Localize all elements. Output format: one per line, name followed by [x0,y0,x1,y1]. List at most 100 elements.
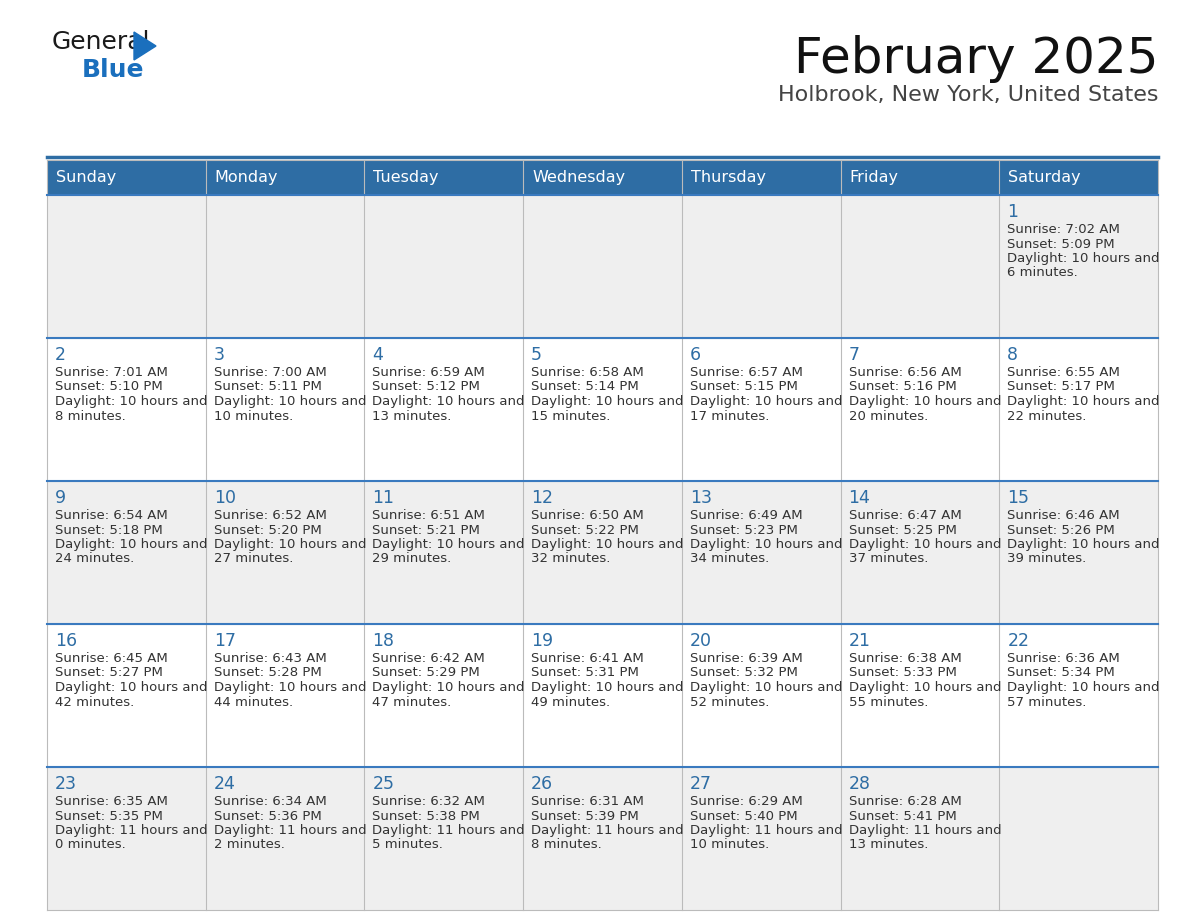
Text: 26: 26 [531,775,554,793]
Text: 18: 18 [372,632,394,650]
Text: Sunrise: 7:01 AM: Sunrise: 7:01 AM [55,366,168,379]
Text: Sunrise: 6:52 AM: Sunrise: 6:52 AM [214,509,327,522]
Text: Daylight: 10 hours and: Daylight: 10 hours and [372,538,525,551]
Text: 29 minutes.: 29 minutes. [372,553,451,565]
Text: Daylight: 11 hours and: Daylight: 11 hours and [690,824,842,837]
Text: 22: 22 [1007,632,1029,650]
Text: Sunrise: 6:46 AM: Sunrise: 6:46 AM [1007,509,1120,522]
Text: 9: 9 [55,489,67,507]
Text: 39 minutes.: 39 minutes. [1007,553,1087,565]
FancyBboxPatch shape [841,624,999,767]
Text: Daylight: 10 hours and: Daylight: 10 hours and [214,681,366,694]
Text: Daylight: 10 hours and: Daylight: 10 hours and [214,395,366,408]
Text: Sunrise: 6:55 AM: Sunrise: 6:55 AM [1007,366,1120,379]
Text: 11: 11 [372,489,394,507]
Text: Wednesday: Wednesday [532,170,625,185]
Text: Daylight: 10 hours and: Daylight: 10 hours and [848,538,1001,551]
Text: Sunset: 5:22 PM: Sunset: 5:22 PM [531,523,639,536]
Text: 20: 20 [690,632,712,650]
Text: 28: 28 [848,775,871,793]
Text: Sunrise: 6:51 AM: Sunrise: 6:51 AM [372,509,486,522]
Text: 37 minutes.: 37 minutes. [848,553,928,565]
Text: 44 minutes.: 44 minutes. [214,696,292,709]
Text: 6 minutes.: 6 minutes. [1007,266,1078,279]
Text: Thursday: Thursday [691,170,766,185]
Text: Sunrise: 6:49 AM: Sunrise: 6:49 AM [690,509,802,522]
Text: 49 minutes.: 49 minutes. [531,696,611,709]
Text: 19: 19 [531,632,554,650]
Text: Daylight: 10 hours and: Daylight: 10 hours and [690,395,842,408]
Text: Sunset: 5:40 PM: Sunset: 5:40 PM [690,810,797,823]
FancyBboxPatch shape [523,195,682,338]
Text: 5 minutes.: 5 minutes. [372,838,443,852]
Text: Sunset: 5:21 PM: Sunset: 5:21 PM [372,523,480,536]
Text: Daylight: 10 hours and: Daylight: 10 hours and [848,395,1001,408]
FancyBboxPatch shape [999,195,1158,338]
FancyBboxPatch shape [682,624,841,767]
Text: Sunrise: 6:41 AM: Sunrise: 6:41 AM [531,652,644,665]
Text: Sunset: 5:38 PM: Sunset: 5:38 PM [372,810,480,823]
Text: Daylight: 10 hours and: Daylight: 10 hours and [1007,681,1159,694]
Text: 16: 16 [55,632,77,650]
Text: Blue: Blue [82,58,145,82]
Text: 27 minutes.: 27 minutes. [214,553,293,565]
Text: 17: 17 [214,632,235,650]
FancyBboxPatch shape [682,338,841,481]
Text: 52 minutes.: 52 minutes. [690,696,770,709]
Text: 8 minutes.: 8 minutes. [531,838,602,852]
Text: Sunrise: 6:50 AM: Sunrise: 6:50 AM [531,509,644,522]
Text: 13 minutes.: 13 minutes. [372,409,451,422]
Text: Sunday: Sunday [56,170,116,185]
Text: Daylight: 10 hours and: Daylight: 10 hours and [531,395,683,408]
Text: 42 minutes.: 42 minutes. [55,696,134,709]
Text: Sunrise: 6:31 AM: Sunrise: 6:31 AM [531,795,644,808]
FancyBboxPatch shape [682,195,841,338]
Text: Monday: Monday [215,170,278,185]
Text: Sunset: 5:32 PM: Sunset: 5:32 PM [690,666,797,679]
Text: Sunset: 5:09 PM: Sunset: 5:09 PM [1007,238,1114,251]
FancyBboxPatch shape [999,624,1158,767]
Text: 4: 4 [372,346,384,364]
FancyBboxPatch shape [682,481,841,624]
Text: 2 minutes.: 2 minutes. [214,838,285,852]
Text: Sunset: 5:33 PM: Sunset: 5:33 PM [848,666,956,679]
Text: Tuesday: Tuesday [373,170,438,185]
Text: Daylight: 10 hours and: Daylight: 10 hours and [214,538,366,551]
Text: Sunrise: 6:43 AM: Sunrise: 6:43 AM [214,652,327,665]
FancyBboxPatch shape [365,767,523,910]
FancyBboxPatch shape [365,481,523,624]
Text: Daylight: 10 hours and: Daylight: 10 hours and [690,681,842,694]
FancyBboxPatch shape [523,624,682,767]
Text: 3: 3 [214,346,225,364]
Text: 34 minutes.: 34 minutes. [690,553,769,565]
Text: 6: 6 [690,346,701,364]
Text: February 2025: February 2025 [794,35,1158,83]
Text: Sunrise: 6:47 AM: Sunrise: 6:47 AM [848,509,961,522]
Text: 5: 5 [531,346,542,364]
Text: Daylight: 11 hours and: Daylight: 11 hours and [531,824,684,837]
Text: Sunrise: 6:36 AM: Sunrise: 6:36 AM [1007,652,1120,665]
Text: Sunset: 5:12 PM: Sunset: 5:12 PM [372,380,480,394]
Text: 13 minutes.: 13 minutes. [848,838,928,852]
FancyBboxPatch shape [206,195,365,338]
Text: Sunset: 5:18 PM: Sunset: 5:18 PM [55,523,163,536]
Text: Sunset: 5:36 PM: Sunset: 5:36 PM [214,810,322,823]
FancyBboxPatch shape [841,195,999,338]
Text: Daylight: 10 hours and: Daylight: 10 hours and [55,538,208,551]
Text: 10: 10 [214,489,235,507]
FancyBboxPatch shape [206,624,365,767]
Text: Sunset: 5:11 PM: Sunset: 5:11 PM [214,380,322,394]
Text: Sunset: 5:14 PM: Sunset: 5:14 PM [531,380,639,394]
Text: Daylight: 10 hours and: Daylight: 10 hours and [372,395,525,408]
Text: Sunrise: 6:39 AM: Sunrise: 6:39 AM [690,652,803,665]
FancyBboxPatch shape [999,767,1158,910]
Text: 22 minutes.: 22 minutes. [1007,409,1087,422]
Text: 12: 12 [531,489,554,507]
Text: 0 minutes.: 0 minutes. [55,838,126,852]
Text: Daylight: 10 hours and: Daylight: 10 hours and [690,538,842,551]
Text: Sunrise: 6:35 AM: Sunrise: 6:35 AM [55,795,168,808]
Text: 47 minutes.: 47 minutes. [372,696,451,709]
FancyBboxPatch shape [841,338,999,481]
Text: 15 minutes.: 15 minutes. [531,409,611,422]
Text: 2: 2 [55,346,67,364]
